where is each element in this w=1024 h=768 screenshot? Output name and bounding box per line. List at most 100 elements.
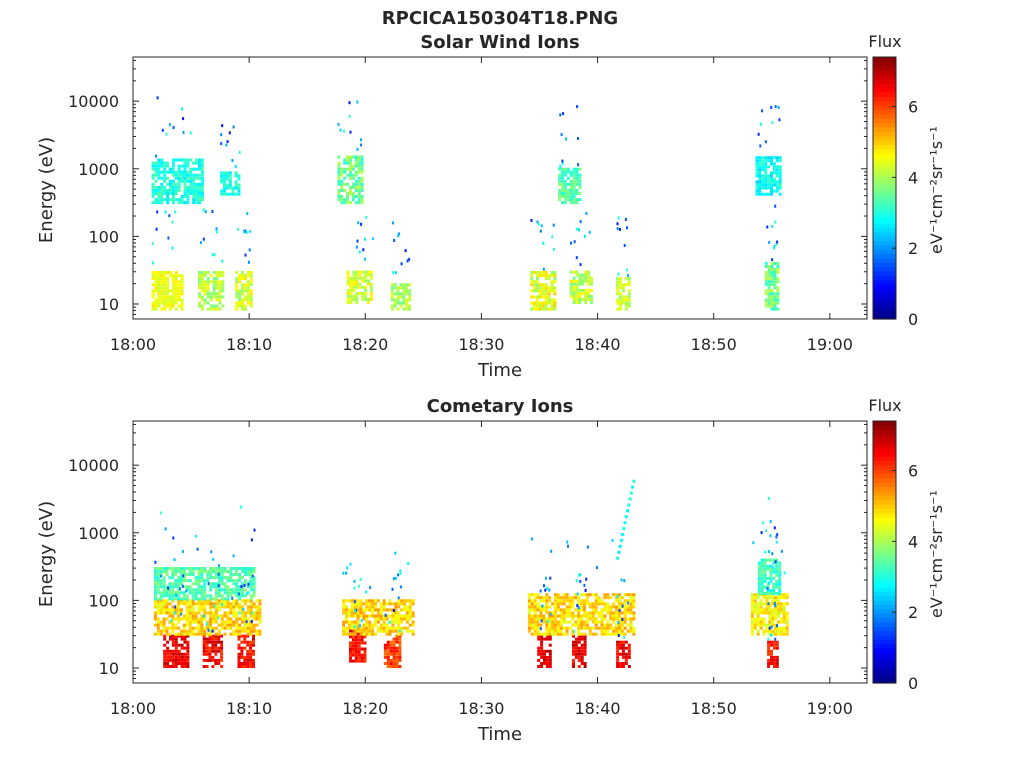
flux-cell: [574, 652, 578, 656]
flux-cell: [533, 295, 537, 299]
flux-cell: [240, 634, 244, 638]
flux-cell: [565, 614, 569, 618]
flux-cell: [347, 626, 351, 630]
flux-cell: [571, 623, 575, 627]
flux-cell: [584, 291, 588, 295]
flux-cell: [188, 591, 192, 595]
flux-cell: [371, 605, 375, 609]
colorbar-segment: [873, 643, 896, 649]
flux-cell: [174, 591, 178, 595]
flux-cell: [772, 189, 776, 193]
flux-cell: [343, 129, 346, 133]
flux-cell: [198, 185, 201, 189]
flux-cell: [203, 614, 207, 618]
flux-cell: [399, 292, 403, 296]
flux-cell: [180, 283, 184, 287]
flux-cell: [567, 544, 569, 548]
flux-cell: [177, 634, 181, 638]
flux-cell: [206, 620, 210, 624]
flux-cell: [186, 185, 190, 189]
flux-cell: [163, 277, 167, 281]
flux-cell: [600, 599, 604, 603]
flux-cell: [591, 626, 595, 630]
flux-cell: [182, 573, 186, 576]
flux-cell: [177, 588, 181, 592]
flux-cell: [182, 567, 186, 570]
flux-cell: [612, 614, 616, 618]
flux-cell: [559, 608, 563, 612]
flux-cell: [174, 567, 178, 570]
flux-cell: [774, 637, 777, 641]
flux-cell: [777, 605, 780, 609]
flux-cell: [217, 594, 221, 598]
flux-cell: [554, 620, 557, 624]
flux-cell: [157, 195, 161, 198]
flux-cell: [192, 179, 196, 183]
flux-cell: [202, 652, 206, 656]
flux-cell: [202, 665, 206, 668]
flux-cell: [368, 599, 372, 603]
flux-cell: [352, 288, 356, 292]
panel1-xlabel: Time: [477, 360, 522, 381]
flux-cell: [779, 626, 783, 630]
flux-cell: [188, 605, 192, 609]
flux-cell: [619, 301, 622, 305]
flux-cell: [579, 579, 582, 583]
flux-cell: [779, 611, 783, 615]
flux-cell: [174, 643, 178, 647]
flux-cell: [629, 602, 633, 606]
flux-cell: [527, 593, 531, 597]
colorbar-segment: [873, 525, 896, 531]
flux-cell: [226, 602, 230, 606]
flux-cell: [579, 573, 582, 577]
flux-cell: [168, 582, 172, 586]
flux-cell: [156, 96, 159, 100]
flux-cell: [188, 614, 192, 618]
flux-cell: [385, 617, 389, 621]
flux-cell: [408, 283, 412, 287]
flux-cell: [223, 623, 227, 627]
flux-cell: [379, 611, 383, 615]
flux-cell: [180, 573, 183, 576]
flux-cell: [391, 611, 395, 615]
flux-cell: [166, 192, 170, 195]
flux-cell: [221, 295, 225, 299]
flux-cell: [347, 614, 351, 618]
flux-cell: [209, 304, 213, 308]
flux-cell: [217, 640, 221, 644]
flux-cell: [753, 626, 757, 630]
flux-cell: [775, 640, 779, 644]
flux-cell: [163, 292, 167, 296]
flux-cell: [389, 658, 393, 662]
flux-cell: [755, 165, 759, 169]
flux-cell: [383, 662, 387, 665]
flux-cell: [160, 283, 164, 287]
flux-cell: [218, 307, 222, 311]
flux-cell: [160, 295, 164, 299]
flux-cell: [346, 298, 350, 301]
flux-cell: [764, 140, 767, 144]
flux-cell: [772, 558, 776, 562]
flux-cell: [530, 599, 534, 603]
flux-cell: [767, 665, 771, 668]
flux-cell: [223, 576, 227, 580]
flux-cell: [249, 283, 253, 287]
flux-cell: [773, 277, 777, 281]
flux-cell: [191, 570, 195, 573]
colorbar-segment: [873, 451, 896, 457]
flux-cell: [768, 240, 771, 244]
flux-cell: [569, 285, 573, 289]
flux-cell: [171, 585, 175, 589]
flux-cell: [205, 649, 209, 653]
flux-cell: [390, 286, 394, 290]
flux-cell: [351, 192, 355, 195]
flux-cell: [530, 277, 534, 281]
flux-cell: [772, 183, 776, 187]
flux-cell: [597, 626, 601, 630]
flux-cell: [574, 608, 578, 612]
flux-cell: [200, 597, 204, 601]
flux-cell: [165, 591, 169, 595]
flux-cell: [590, 294, 593, 298]
flux-cell: [527, 623, 531, 627]
flux-cell: [163, 652, 167, 656]
